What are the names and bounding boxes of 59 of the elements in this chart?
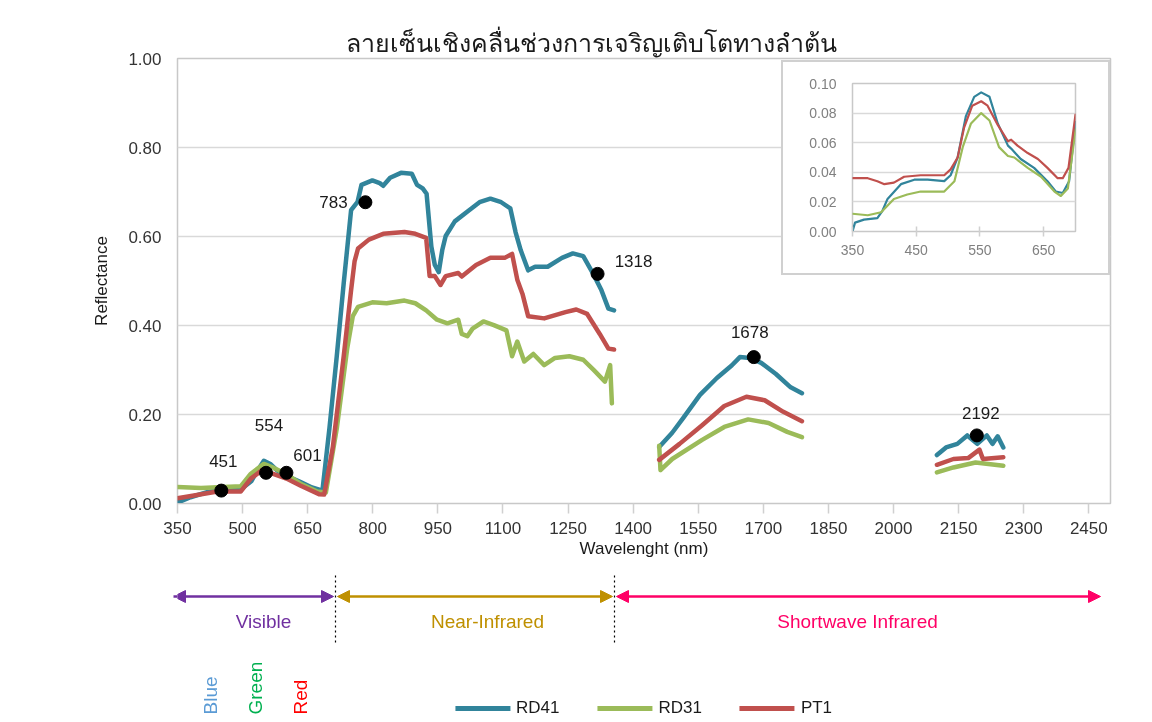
legend-label: RD31 <box>658 698 702 718</box>
x-tick-label: 1550 <box>679 518 718 538</box>
x-tick-label: 650 <box>1031 241 1056 258</box>
y-axis-title: Reflectance <box>92 236 112 326</box>
annotation: 2192 <box>961 404 1000 424</box>
x-tick-label: 1700 <box>744 518 783 538</box>
y-tick-label: 0.06 <box>809 134 837 151</box>
annotation: 783 <box>319 193 348 213</box>
y-tick-label: 0.40 <box>128 316 162 336</box>
line-series <box>852 100 1076 186</box>
x-tick-label: 1850 <box>809 518 848 538</box>
point <box>214 483 229 498</box>
legend-label: RD41 <box>515 698 560 718</box>
chart-title: ลายเซ็นเชิงคลื่นช่วงการเจริญเติบโตทางลำต้น <box>345 25 837 58</box>
x-tick-label: 800 <box>358 518 387 538</box>
x-tick-label: 2450 <box>1069 518 1108 538</box>
x-tick-label: 2150 <box>939 518 978 538</box>
annotation: 451 <box>209 451 238 471</box>
y-tick-label: 0.10 <box>809 75 837 92</box>
y-tick-label: 0.02 <box>809 193 837 210</box>
x-axis-title: Wavelenght (nm) <box>579 538 709 558</box>
x-tick-label: 2000 <box>874 518 913 538</box>
y-tick-label: 0.20 <box>128 405 162 425</box>
y-tick-label: 0.00 <box>128 494 162 514</box>
x-tick-label: 500 <box>228 518 257 538</box>
x-tick-label: 950 <box>423 518 453 538</box>
line-series <box>852 112 1076 217</box>
annotation: 1678 <box>730 323 769 343</box>
x-tick-label: 2300 <box>1004 518 1043 538</box>
y-tick-label: 1.00 <box>128 49 162 69</box>
x-tick-label: 350 <box>840 241 865 258</box>
legend-label: PT1 <box>800 698 833 718</box>
x-tick-label: 350 <box>163 518 192 538</box>
y-tick-label: 0.60 <box>128 227 162 247</box>
x-tick-label: 550 <box>968 241 992 258</box>
y-tick-label: 0.08 <box>809 105 837 122</box>
text: Red <box>290 679 311 715</box>
y-tick-label: 0.80 <box>128 138 162 158</box>
x-tick-label: 1400 <box>614 518 653 538</box>
text: Shortwave Infrared <box>777 611 938 632</box>
x-tick-label: 1250 <box>549 518 587 538</box>
annotation: 1318 <box>614 251 653 271</box>
point <box>746 350 761 365</box>
x-tick-label: 450 <box>904 241 929 258</box>
x-tick-label: 650 <box>293 518 322 538</box>
annotation: 554 <box>254 415 284 435</box>
text: Visible <box>235 611 292 632</box>
point <box>259 465 274 480</box>
point <box>590 266 605 281</box>
text: Near-Infrared <box>431 611 545 632</box>
y-tick-label: 0.00 <box>809 223 837 240</box>
x-tick-label: 1100 <box>484 518 522 538</box>
y-tick-label: 0.04 <box>809 164 837 181</box>
point <box>358 195 373 210</box>
point <box>279 465 294 480</box>
annotation: 601 <box>293 445 322 465</box>
text: Green <box>245 661 266 715</box>
point <box>969 428 984 443</box>
text: Blue <box>200 676 221 715</box>
